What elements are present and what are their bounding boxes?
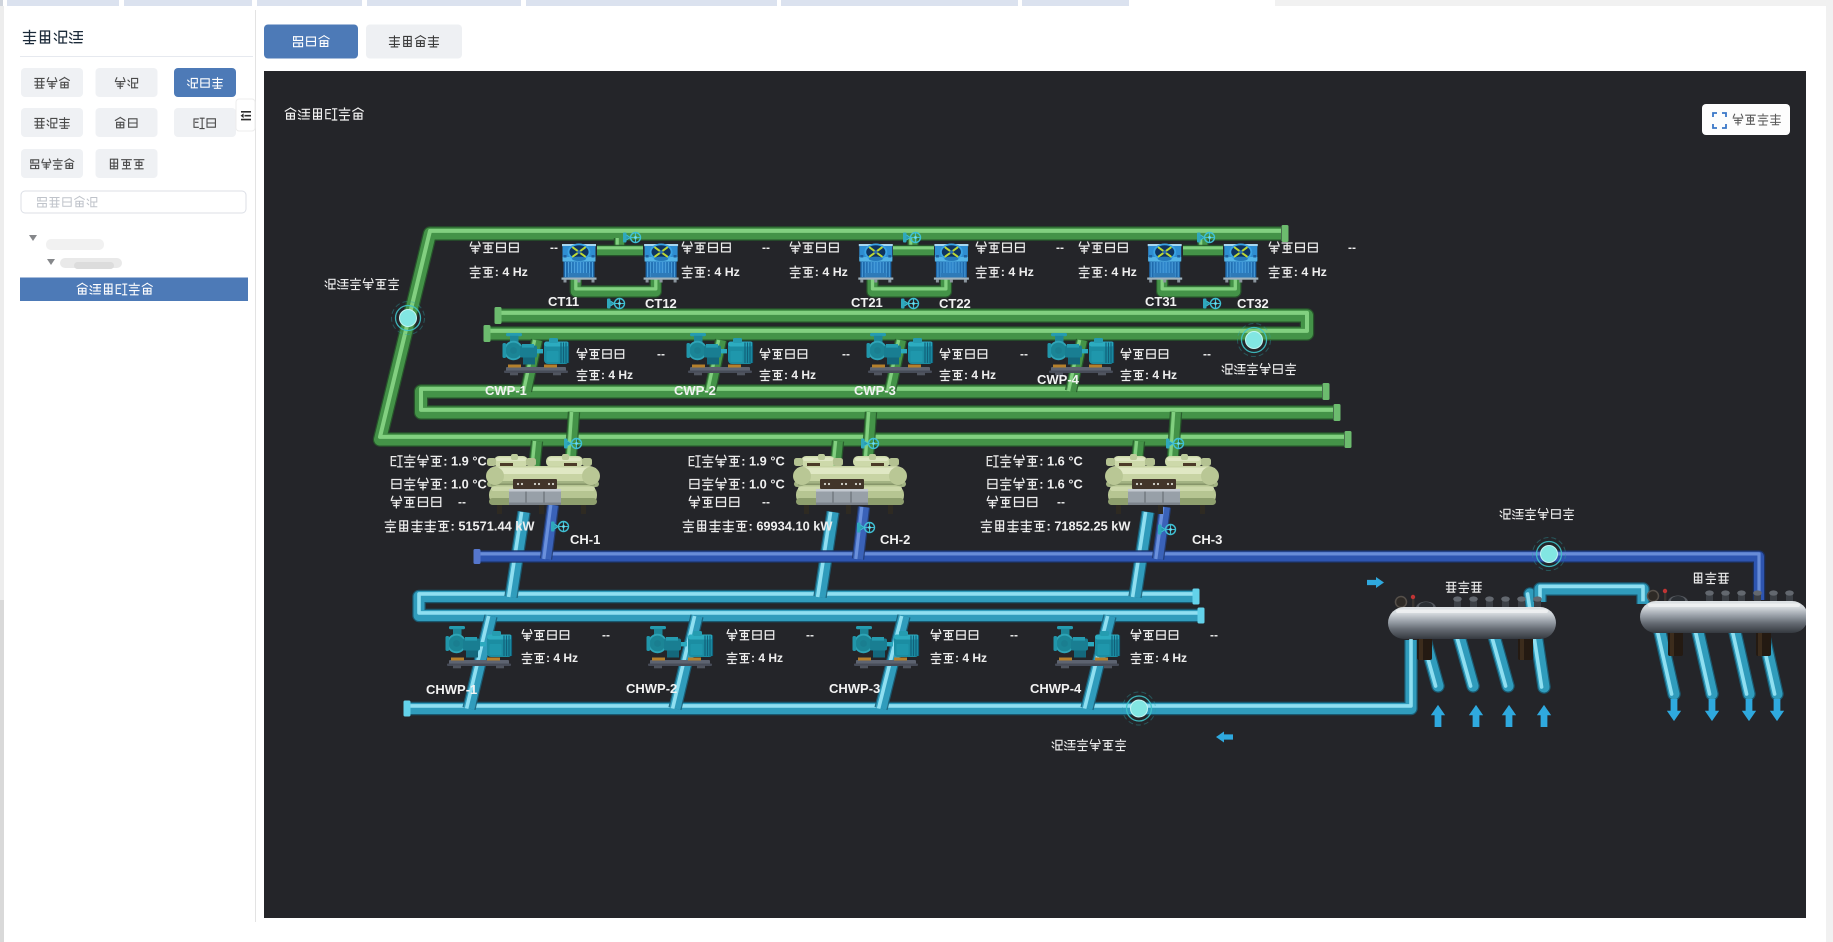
svg-text:: 4 Hz: : 4 Hz bbox=[1001, 265, 1034, 279]
svg-text:--: -- bbox=[1210, 628, 1218, 642]
svg-text:CH-2: CH-2 bbox=[880, 532, 910, 547]
svg-text:: 4 Hz: : 4 Hz bbox=[1104, 265, 1137, 279]
svg-text:--: -- bbox=[762, 241, 770, 255]
svg-text:--: -- bbox=[1010, 628, 1018, 642]
svg-text:--: -- bbox=[458, 495, 466, 509]
svg-text:: 4 Hz: : 4 Hz bbox=[1155, 651, 1187, 665]
svg-text:: 4 Hz: : 4 Hz bbox=[495, 265, 528, 279]
svg-text:--: -- bbox=[842, 347, 850, 361]
svg-text:CT21: CT21 bbox=[851, 295, 883, 310]
svg-text:: 1.9 °C: : 1.9 °C bbox=[443, 454, 487, 469]
svg-text:CHWP-1: CHWP-1 bbox=[426, 682, 477, 697]
svg-text:: 4 Hz: : 4 Hz bbox=[784, 368, 816, 382]
svg-text:CHWP-2: CHWP-2 bbox=[626, 681, 677, 696]
svg-text:--: -- bbox=[1056, 241, 1064, 255]
svg-text:: 69934.10 kW: : 69934.10 kW bbox=[749, 519, 834, 534]
svg-text:CT11: CT11 bbox=[548, 294, 579, 309]
svg-text:: 4 Hz: : 4 Hz bbox=[955, 651, 987, 665]
svg-text:--: -- bbox=[762, 495, 770, 509]
svg-text:: 4 Hz: : 4 Hz bbox=[707, 265, 740, 279]
svg-text:: 4 Hz: : 4 Hz bbox=[1145, 368, 1177, 382]
svg-text:CH-1: CH-1 bbox=[570, 532, 600, 547]
svg-text:: 1.9 °C: : 1.9 °C bbox=[741, 454, 785, 469]
svg-text:CT31: CT31 bbox=[1145, 294, 1177, 309]
svg-text:CWP-2: CWP-2 bbox=[674, 383, 716, 398]
svg-text:CT12: CT12 bbox=[645, 296, 677, 311]
svg-text:--: -- bbox=[1057, 495, 1065, 509]
svg-text:: 51571.44 kW: : 51571.44 kW bbox=[451, 519, 536, 534]
svg-text:: 4 Hz: : 4 Hz bbox=[964, 368, 996, 382]
svg-text:CT32: CT32 bbox=[1237, 296, 1269, 311]
svg-text:CHWP-3: CHWP-3 bbox=[829, 681, 880, 696]
svg-text:: 4 Hz: : 4 Hz bbox=[601, 368, 633, 382]
svg-text:CWP-1: CWP-1 bbox=[485, 383, 527, 398]
svg-text:--: -- bbox=[550, 241, 558, 255]
svg-text:--: -- bbox=[657, 347, 665, 361]
svg-text:CHWP-4: CHWP-4 bbox=[1030, 681, 1082, 696]
svg-text:: 1.0 °C: : 1.0 °C bbox=[741, 477, 785, 492]
svg-text:--: -- bbox=[1020, 347, 1028, 361]
svg-text:: 71852.25 kW: : 71852.25 kW bbox=[1047, 519, 1132, 534]
svg-text:--: -- bbox=[602, 628, 610, 642]
svg-text:: 4 Hz: : 4 Hz bbox=[815, 265, 848, 279]
svg-text:: 4 Hz: : 4 Hz bbox=[1294, 265, 1327, 279]
svg-text:: 1.6 °C: : 1.6 °C bbox=[1039, 454, 1083, 469]
svg-text:: 1.0 °C: : 1.0 °C bbox=[443, 477, 487, 492]
svg-text:--: -- bbox=[1348, 241, 1356, 255]
svg-text:: 1.6 °C: : 1.6 °C bbox=[1039, 477, 1083, 492]
svg-text:: 4 Hz: : 4 Hz bbox=[546, 651, 578, 665]
svg-text:--: -- bbox=[806, 628, 814, 642]
svg-text:CT22: CT22 bbox=[939, 296, 971, 311]
svg-text:CWP-3: CWP-3 bbox=[854, 383, 896, 398]
svg-text:--: -- bbox=[1203, 347, 1211, 361]
svg-text:: 4 Hz: : 4 Hz bbox=[751, 651, 783, 665]
svg-text:CWP-4: CWP-4 bbox=[1037, 372, 1080, 387]
svg-text:CH-3: CH-3 bbox=[1192, 532, 1222, 547]
